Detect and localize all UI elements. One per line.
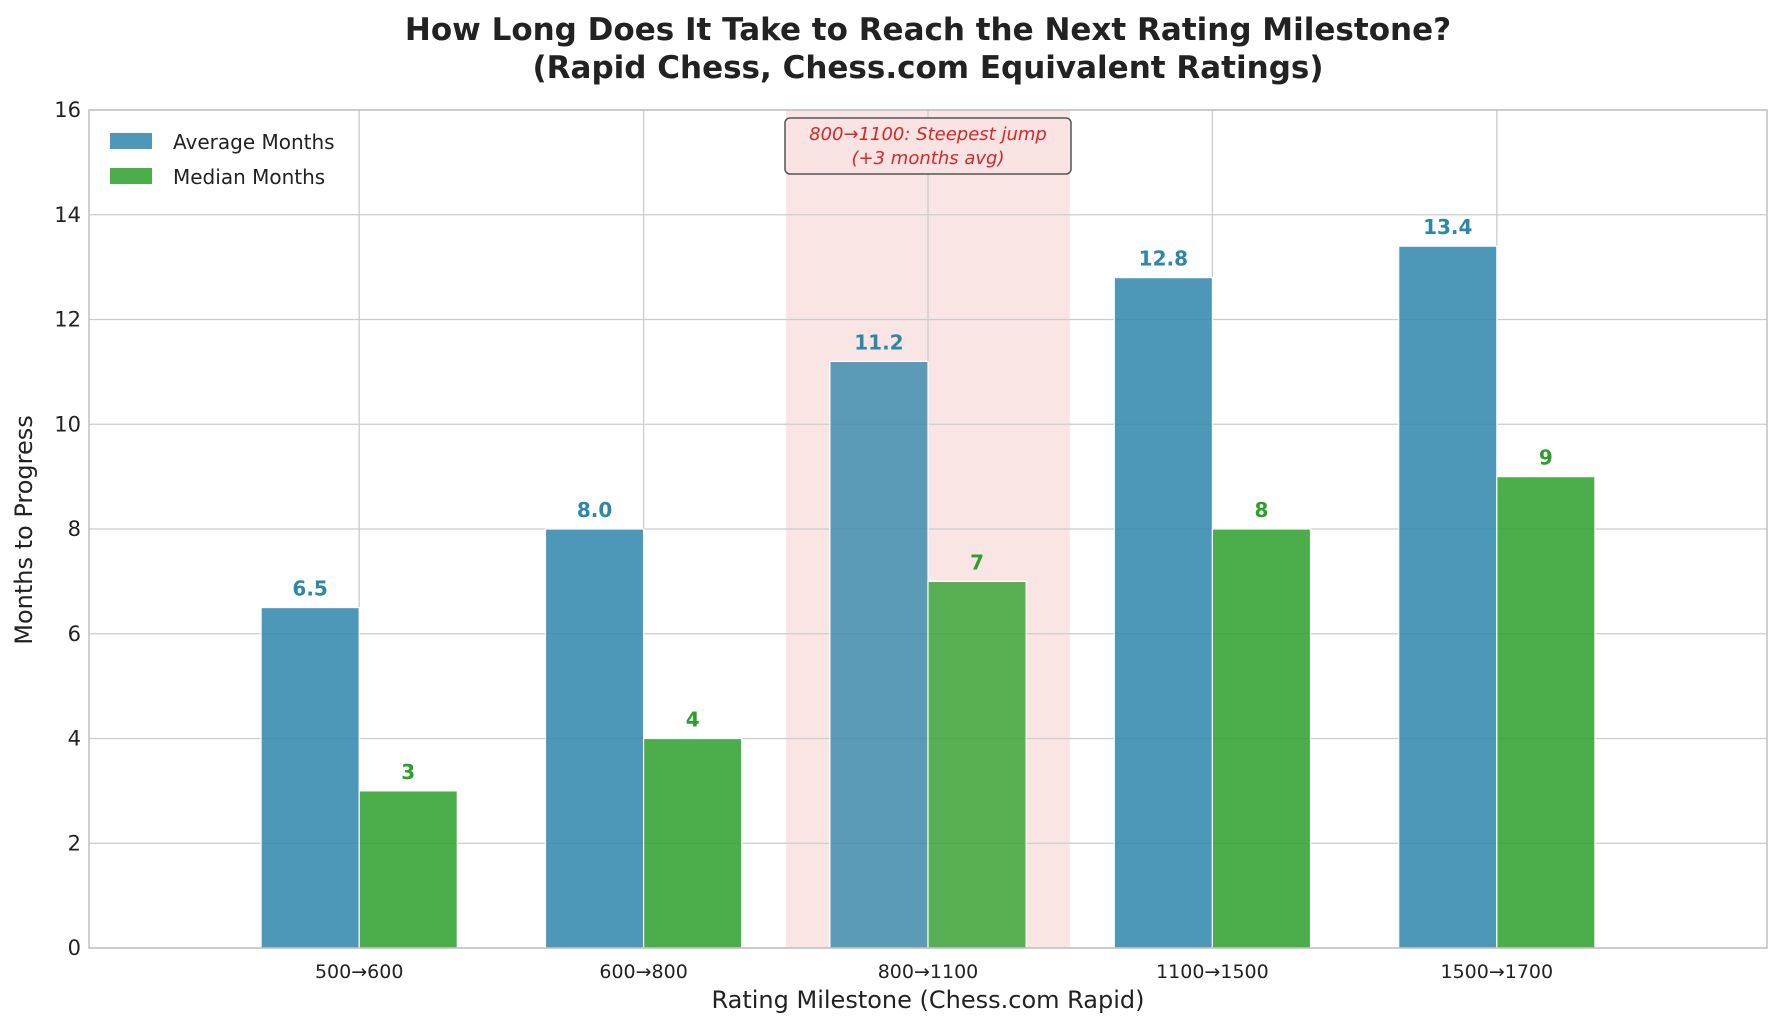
labels-layer: 6.5 8.0 11.2 12.8 13.4 3 4 7 8 9 (292, 215, 1552, 784)
bar-median (642, 737, 743, 949)
y-tick-label: 6 (68, 622, 81, 646)
y-tick-label: 14 (54, 203, 81, 227)
y-tick-label: 0 (68, 936, 81, 960)
annotation-line2: (+3 months avg) (852, 148, 1005, 169)
data-label-median: 8 (1255, 498, 1269, 522)
y-tick-label: 10 (54, 412, 81, 436)
chart-title-line2: (Rapid Chess, Chess.com Equivalent Ratin… (533, 50, 1324, 86)
data-label-average: 12.8 (1139, 247, 1188, 271)
x-tick-label: 500→600 (315, 961, 403, 983)
data-label-average: 8.0 (577, 498, 612, 522)
bar-median (927, 580, 1027, 949)
bar-average (829, 360, 929, 949)
data-label-median: 7 (970, 550, 984, 574)
legend-swatch-median (110, 168, 152, 184)
legend-label-average: Average Months (173, 130, 335, 154)
data-label-median: 4 (686, 708, 700, 732)
y-tick-label: 8 (68, 517, 81, 541)
data-label-average: 11.2 (854, 330, 903, 354)
data-label-average: 13.4 (1423, 215, 1472, 239)
legend: Average Months Median Months (110, 130, 335, 189)
annotation-box: 800→1100: Steepest jump (+3 months avg) (784, 117, 1072, 175)
x-tick-label: 800→1100 (878, 961, 979, 983)
y-tick-label: 16 (54, 98, 81, 122)
x-tick-label: 600→800 (599, 961, 687, 983)
data-label-average: 6.5 (292, 577, 327, 601)
bar-median (1496, 476, 1596, 949)
y-tick-label: 12 (54, 308, 81, 332)
y-tick-label: 2 (68, 831, 81, 855)
bar-median (358, 790, 458, 949)
axes-layer: 0 2 4 6 8 10 12 14 16 500→600 600→800 800→1100 1100→… (54, 98, 1768, 983)
annotation-line1: 800→1100: Steepest jump (809, 124, 1047, 145)
bar-average (544, 528, 645, 949)
annotation-frame (784, 117, 1072, 175)
bar-average (260, 606, 360, 949)
legend-swatch-average (110, 133, 152, 149)
x-tick-label: 1500→1700 (1440, 961, 1553, 983)
bar-average (1398, 245, 1498, 949)
data-label-median: 9 (1539, 446, 1553, 470)
bar-average (1113, 277, 1214, 949)
y-tick-label: 4 (68, 727, 81, 751)
bars-layer (260, 245, 1596, 949)
x-axis-label: Rating Milestone (Chess.com Rapid) (712, 986, 1145, 1014)
legend-label-median: Median Months (173, 165, 325, 189)
bar-median (1211, 528, 1312, 949)
data-label-median: 3 (401, 760, 415, 784)
plot-frame (88, 109, 1768, 949)
x-tick-label: 1100→1500 (1156, 961, 1269, 983)
chart-title-line1: How Long Does It Take to Reach the Next … (405, 12, 1451, 48)
y-axis-label: Months to Progress (10, 415, 38, 645)
